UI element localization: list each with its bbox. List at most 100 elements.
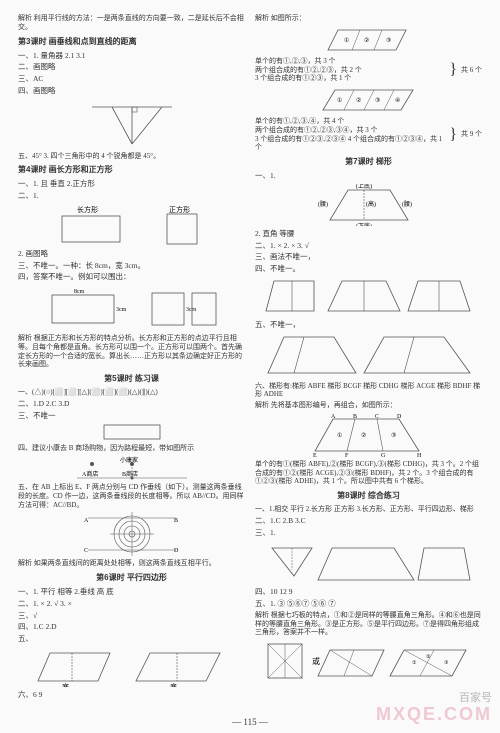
watermark-lower: MXQE.COM xyxy=(376,704,492,725)
svg-text:④: ④ xyxy=(395,97,400,104)
svg-text:A: A xyxy=(331,414,336,420)
s7-line2: 2. 直角 等腰 xyxy=(255,229,482,239)
s8-line1: 一、1.相交 平行 2.长方形 正方形 3.长方形、正方形、平行四边形、梯形 xyxy=(255,505,482,514)
svg-text:(腰): (腰) xyxy=(318,201,328,208)
r-txt2c: 3 个组合成的有①②③,②③④ 4 个组合成的有①②③④，共 1 个 xyxy=(255,135,445,153)
s3-line3: 三、AC xyxy=(18,74,245,84)
s4-line2: 二、1. xyxy=(18,191,245,201)
s4-jiexi: 解析 根据正方形和长方形的特点分析。长方形和正方形的点边平行且相等。且每个角都是… xyxy=(18,334,245,369)
svg-text:③: ③ xyxy=(386,37,391,44)
s3-triangle-diagram xyxy=(18,99,245,149)
page-root: 解析 利用平行线的方法：一是两条直线的方向要一致，二是延长后不会相交。 第3课时… xyxy=(0,0,500,733)
svg-text:D: D xyxy=(174,548,179,554)
svg-text:底: 底 xyxy=(170,682,177,687)
svg-text:G: G xyxy=(381,453,386,457)
svg-text:②: ② xyxy=(361,432,366,439)
s4-line4: 三、不唯一。一种：长 8cm，宽 3cm。 xyxy=(18,261,245,271)
s5-rectangle-diagram xyxy=(18,423,245,441)
r-txt2a: 单个的有①,②,③,④，共 4 个 xyxy=(255,117,445,126)
r-parallelogram1: ①②③ xyxy=(255,26,482,54)
section7-title: 第7课时 梯形 xyxy=(255,156,482,167)
s3-line2: 二、画图略 xyxy=(18,62,245,72)
s8-line5: 五、1. ③ ⑤⑥⑦ ⑤⑥ ⑦ xyxy=(255,599,482,609)
s7-line4: 三、画法不唯一， xyxy=(255,252,482,262)
watermark-upper: 百家号 xyxy=(459,689,492,705)
s5-target-diagram: A B C D xyxy=(18,512,245,556)
svg-text:③: ③ xyxy=(444,660,449,666)
s6-line1: 一、1. 平行 相等 2.垂线 高 底 xyxy=(18,587,245,597)
svg-text:①: ① xyxy=(344,37,349,44)
r-jiexi1: 解析 如图所示： xyxy=(255,14,482,23)
r-txt1c: 3 个组合成的有①②③，共 1 个 xyxy=(255,74,445,83)
s3-line4: 四、画图略 xyxy=(18,86,245,96)
svg-text:3cm: 3cm xyxy=(186,307,197,313)
svg-text:B: B xyxy=(174,518,178,524)
s8-shapes-row xyxy=(255,540,482,584)
s5-line1: 一、(△)(○)[⬜][⬜][△](⬜)[⬜](⬜)(△)(∥)(△) xyxy=(18,388,245,397)
svg-text:E: E xyxy=(313,453,317,457)
svg-text:C: C xyxy=(84,548,88,554)
section6-title: 第6课时 平行四边形 xyxy=(18,572,245,583)
s5-jiexi: 解析 如果两条直线间的距离处处相等，则这两条直线互相平行。 xyxy=(18,559,245,568)
svg-text:D: D xyxy=(397,414,402,420)
svg-text:B: B xyxy=(353,414,357,420)
s7-txt3: 单个的有①(梯形 ABFE),②(梯形 BCGF),③(梯形 CDHG)，共 3… xyxy=(255,460,482,486)
svg-text:3cm: 3cm xyxy=(116,307,127,313)
s6-line5: 五、 xyxy=(18,634,245,644)
s3-line1: 一、1. 量角器 2.1 3.1 xyxy=(18,51,245,61)
s8-jiexi3: 解析 根据七巧板的特点，①和②是同样的等腰直角三角形。④和⑥也是同样的等腰直角三… xyxy=(255,611,482,637)
svg-text:(高): (高) xyxy=(366,200,376,208)
r-parallelogram2: ①②③④ xyxy=(255,86,482,114)
s5-line3: 三、不唯一 xyxy=(18,411,245,421)
section4-title: 第4课时 画长方形和正方形 xyxy=(18,164,245,175)
s7-trapezoid-labels: (上底) (高) (腰) (腰) (下底) xyxy=(255,184,482,226)
s8-line2: 二、1.C 2.B 3.C xyxy=(255,516,482,526)
svg-text:(上底): (上底) xyxy=(356,184,372,190)
s5-line5: 五、在 AB 上标出 E、F 两点分别与 CD 作垂线（如下）。测量这两条垂线段… xyxy=(18,483,245,509)
s6-line6: 六、6 9 xyxy=(18,690,245,700)
svg-text:底: 底 xyxy=(62,682,69,687)
intro-jiexi: 解析 利用平行线的方法：一是两条直线的方向要一致，二是延长后不会相交。 xyxy=(18,14,245,32)
s5-shops-diagram: A商店 B商店 小康家 xyxy=(18,456,245,480)
s7-line5: 四、不唯一。 xyxy=(255,264,482,274)
svg-text:H: H xyxy=(417,453,422,457)
svg-text:B商店: B商店 xyxy=(122,470,138,478)
s4-line3: 2. 画图略 xyxy=(18,249,245,259)
s6-line3: 三、√ xyxy=(18,611,245,621)
s6-parallelogram-diagram: 底 底 xyxy=(18,647,245,687)
s4-line1: 一、1. 且 垂直 2.正方形 xyxy=(18,179,245,189)
s8-line4: 四、10 12 9 xyxy=(255,587,482,597)
s5-line2: 二、1.D 2.C 3.D xyxy=(18,399,245,409)
r-txt2b: 两个组合成的有①②,②③,③④，共 3 个 xyxy=(255,126,445,135)
s7-line1: 一、1. xyxy=(255,171,482,181)
svg-text:F: F xyxy=(345,453,349,457)
svg-text:小康家: 小康家 xyxy=(120,456,138,464)
svg-text:(腰): (腰) xyxy=(402,201,412,208)
s7-jiexi2: 解析 先将基本图形编号，再组合，如图所示： xyxy=(255,401,482,410)
svg-text:A商店: A商店 xyxy=(82,470,98,478)
svg-text:②: ② xyxy=(356,97,361,104)
svg-text:①: ① xyxy=(412,660,417,666)
section8-title: 第8课时 综合练习 xyxy=(255,490,482,501)
svg-text:C: C xyxy=(375,414,379,420)
right-column: 解析 如图所示： ①②③ 单个的有①,②,③，共 3 个 两个组合成的有①②,②… xyxy=(255,14,482,719)
s5-line4: 四、建议小康去 B 商场购物，因为路程最短，带如图所示 xyxy=(18,444,245,453)
svg-text:8cm: 8cm xyxy=(74,289,85,295)
s4-two-boxes-diagram: 8cm 3cm 3cm xyxy=(18,285,245,331)
svg-text:(下底): (下底) xyxy=(356,222,372,226)
svg-text:或: 或 xyxy=(312,656,320,666)
s7-line3: 二、1. × 2. × 3. √ xyxy=(255,241,482,251)
s4-rect-square-diagram: 长方形 正方形 xyxy=(18,204,245,246)
rect-label-right: 正方形 xyxy=(169,205,190,214)
s6-line2: 二、1. × 2. √ 3. × xyxy=(18,599,245,609)
svg-text:②: ② xyxy=(426,654,431,660)
s7-three-trapezoids xyxy=(255,277,482,317)
s7-big-trapezoids xyxy=(255,333,482,379)
s4-line5: 四，答案不唯一。例如可以围出： xyxy=(18,272,245,282)
svg-text:①: ① xyxy=(337,432,342,439)
svg-text:①: ① xyxy=(337,97,342,104)
svg-text:③: ③ xyxy=(391,432,396,439)
s3-line5: 五、45° 3. 四个三角形中的 4 个锐角都是 45°。 xyxy=(18,152,245,161)
r-txt1a: 单个的有①,②,③，共 3 个 xyxy=(255,57,445,66)
s8-tangram-row: 或 ① ② ③ xyxy=(255,640,482,682)
